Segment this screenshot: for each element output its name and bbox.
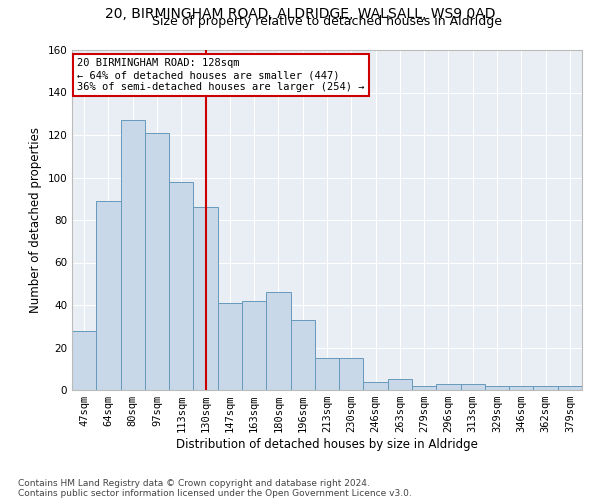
Bar <box>266 292 290 390</box>
Bar <box>121 120 145 390</box>
Bar <box>412 386 436 390</box>
Text: 20, BIRMINGHAM ROAD, ALDRIDGE, WALSALL, WS9 0AD: 20, BIRMINGHAM ROAD, ALDRIDGE, WALSALL, … <box>105 8 495 22</box>
Bar <box>96 201 121 390</box>
Text: Contains public sector information licensed under the Open Government Licence v3: Contains public sector information licen… <box>18 488 412 498</box>
Bar <box>145 133 169 390</box>
Title: Size of property relative to detached houses in Aldridge: Size of property relative to detached ho… <box>152 15 502 28</box>
Bar <box>461 384 485 390</box>
Bar <box>193 207 218 390</box>
Bar <box>218 303 242 390</box>
X-axis label: Distribution of detached houses by size in Aldridge: Distribution of detached houses by size … <box>176 438 478 451</box>
Bar <box>388 380 412 390</box>
Bar <box>558 386 582 390</box>
Text: Contains HM Land Registry data © Crown copyright and database right 2024.: Contains HM Land Registry data © Crown c… <box>18 478 370 488</box>
Bar <box>339 358 364 390</box>
Bar <box>315 358 339 390</box>
Bar <box>509 386 533 390</box>
Bar <box>364 382 388 390</box>
Bar <box>242 300 266 390</box>
Bar <box>72 330 96 390</box>
Bar <box>290 320 315 390</box>
Bar <box>533 386 558 390</box>
Bar <box>436 384 461 390</box>
Bar <box>169 182 193 390</box>
Bar <box>485 386 509 390</box>
Text: 20 BIRMINGHAM ROAD: 128sqm
← 64% of detached houses are smaller (447)
36% of sem: 20 BIRMINGHAM ROAD: 128sqm ← 64% of deta… <box>77 58 365 92</box>
Y-axis label: Number of detached properties: Number of detached properties <box>29 127 42 313</box>
